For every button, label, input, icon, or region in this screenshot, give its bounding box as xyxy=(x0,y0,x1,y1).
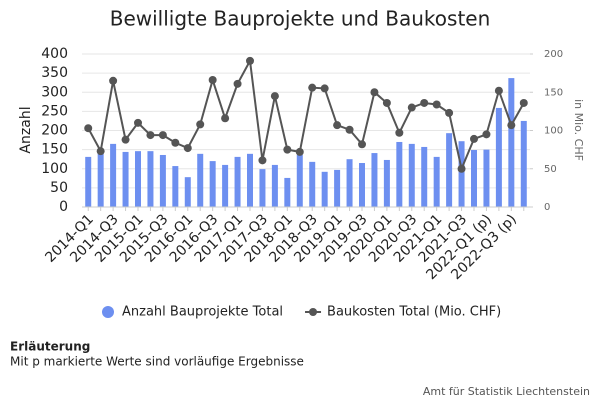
bar xyxy=(321,171,328,207)
y-tick-label: 200 xyxy=(41,123,68,139)
line-point xyxy=(320,84,329,93)
line xyxy=(87,57,525,173)
line-point xyxy=(345,125,354,134)
line-point xyxy=(196,120,205,129)
line-point xyxy=(445,108,454,117)
line-point xyxy=(370,88,379,97)
line-point xyxy=(470,134,478,143)
chart-title: Bewilligte Bauprojekte und Baukosten xyxy=(110,7,491,31)
y2-axis-title: in Mio. CHF xyxy=(572,99,585,161)
y-tick-label: 400 xyxy=(41,46,68,62)
line-point xyxy=(519,98,528,107)
y2-tick-label: 200 xyxy=(544,49,563,60)
bar xyxy=(184,177,191,207)
y-axis-title: Anzahl xyxy=(18,106,34,153)
bar xyxy=(458,141,465,207)
bar xyxy=(471,150,477,207)
y2-tick-label: 50 xyxy=(544,164,557,175)
bar xyxy=(209,161,216,207)
line-point xyxy=(420,98,429,107)
line-point xyxy=(407,103,416,112)
line-point xyxy=(295,147,304,156)
bar xyxy=(122,151,129,207)
bar xyxy=(110,143,117,207)
bar xyxy=(383,159,390,207)
bar xyxy=(172,166,179,207)
y2-tick-label: 0 xyxy=(544,202,550,213)
y-tick-label: 150 xyxy=(41,142,68,158)
line-point xyxy=(84,124,93,133)
line-point xyxy=(482,130,491,139)
bar xyxy=(508,78,515,207)
line-point xyxy=(96,147,105,156)
legend-swatch xyxy=(309,308,318,316)
legend-swatch xyxy=(102,306,114,318)
bar xyxy=(85,156,92,207)
line-point xyxy=(208,76,217,85)
bar xyxy=(147,151,154,207)
line-point xyxy=(382,98,391,107)
y-tick-label: 50 xyxy=(50,180,68,196)
line-point xyxy=(134,118,142,127)
bar xyxy=(197,153,204,207)
line-point xyxy=(308,83,317,92)
y-tick-label: 250 xyxy=(41,103,68,119)
bar xyxy=(309,161,316,207)
line-point xyxy=(270,92,279,101)
line-point xyxy=(283,145,292,154)
bar xyxy=(359,163,365,207)
bar xyxy=(284,177,291,207)
line-point xyxy=(432,100,441,109)
line-point xyxy=(146,131,155,140)
line-point xyxy=(109,76,118,85)
note-title: Erläuterung xyxy=(10,340,90,354)
bar xyxy=(97,150,104,207)
line-point xyxy=(158,131,167,140)
line-point xyxy=(258,156,267,165)
line-point xyxy=(333,121,342,130)
bar xyxy=(520,120,527,207)
bar xyxy=(222,164,229,207)
bar xyxy=(396,141,403,207)
line-point xyxy=(358,140,366,149)
bar xyxy=(446,133,453,207)
bar xyxy=(135,151,141,207)
legend-label: Anzahl Bauprojekte Total xyxy=(122,305,283,320)
line-point xyxy=(233,79,242,88)
legend-label: Baukosten Total (Mio. CHF) xyxy=(327,305,501,320)
line-point xyxy=(121,135,130,144)
line-point xyxy=(494,86,503,95)
bar xyxy=(408,143,415,207)
bar xyxy=(495,107,502,207)
y-tick-label: 300 xyxy=(41,84,68,100)
bar xyxy=(296,154,303,207)
note: Mit p markierte Werte sind vorläufige Er… xyxy=(10,355,304,369)
y2-tick-label: 100 xyxy=(544,126,563,137)
bar xyxy=(371,153,378,207)
bar xyxy=(334,169,341,207)
bar xyxy=(234,156,241,207)
bar xyxy=(271,164,278,207)
line-point xyxy=(246,56,254,65)
bar xyxy=(483,149,490,207)
line-point xyxy=(457,164,466,173)
line-point xyxy=(221,114,230,123)
line-point xyxy=(507,121,516,130)
y-tick-label: 100 xyxy=(41,161,68,177)
y-tick-label: 0 xyxy=(59,199,68,215)
line-point xyxy=(183,144,192,153)
y-tick-label: 350 xyxy=(41,65,68,81)
line-point xyxy=(171,138,180,147)
bar xyxy=(346,159,353,207)
bar xyxy=(433,156,440,207)
bar xyxy=(421,146,428,207)
y2-tick-label: 150 xyxy=(544,87,563,98)
bar xyxy=(159,154,166,207)
bar xyxy=(247,153,253,207)
line-point xyxy=(395,128,404,137)
bar xyxy=(259,169,266,207)
source: Amt für Statistik Liechtenstein xyxy=(423,385,590,398)
